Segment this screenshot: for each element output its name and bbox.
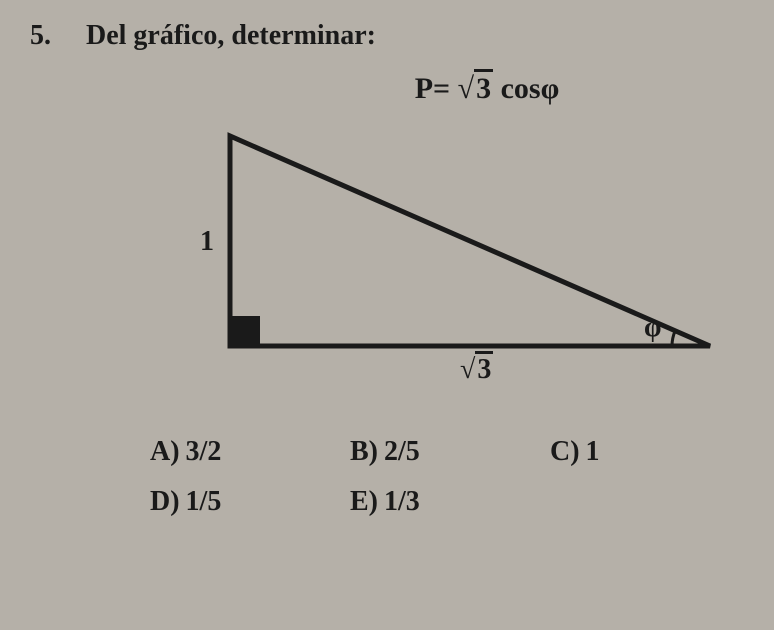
answer-B-label: B) <box>350 436 378 467</box>
answer-E-value: 1/3 <box>384 486 420 517</box>
answer-D: D)1/5 <box>150 486 330 518</box>
question-header: 5. Del gráfico, determinar: <box>30 20 744 52</box>
question-number: 5. <box>30 20 51 52</box>
formula-sqrt-arg: 3 <box>474 69 493 105</box>
answer-C: C)1 <box>550 436 650 468</box>
right-angle-square <box>230 316 260 346</box>
answer-C-value: 1 <box>586 436 600 467</box>
answer-B-value: 2/5 <box>384 436 420 467</box>
formula-suffix: cosφ <box>493 72 559 105</box>
horizontal-side-label: √3 <box>460 354 493 386</box>
formula-prefix: P= <box>415 72 458 105</box>
horizontal-sqrt-arg: 3 <box>475 351 493 385</box>
answer-B: B)2/5 <box>350 436 530 468</box>
formula: P= √3 cosφ <box>230 72 744 106</box>
answer-D-value: 1/5 <box>186 486 222 517</box>
answer-row-2: D)1/5 E)1/3 <box>150 486 744 518</box>
triangle-svg <box>150 126 750 406</box>
answer-D-label: D) <box>150 486 180 517</box>
question-text: Del gráfico, determinar: <box>86 20 376 52</box>
formula-sqrt: √3 <box>458 72 493 106</box>
answer-A-label: A) <box>150 436 180 467</box>
vertical-side-label: 1 <box>200 226 214 258</box>
answer-A-value: 3/2 <box>186 436 222 467</box>
answers-block: A)3/2 B)2/5 C)1 D)1/5 E)1/3 <box>150 436 744 518</box>
triangle-figure: 1 √3 φ <box>150 126 750 406</box>
answer-A: A)3/2 <box>150 436 330 468</box>
answer-C-label: C) <box>550 436 580 467</box>
angle-label: φ <box>644 312 661 344</box>
triangle-shape <box>230 136 710 346</box>
answer-E: E)1/3 <box>350 486 530 518</box>
question-page: 5. Del gráfico, determinar: P= √3 cosφ 1… <box>0 0 774 556</box>
answer-E-label: E) <box>350 486 378 517</box>
answer-row-1: A)3/2 B)2/5 C)1 <box>150 436 744 468</box>
